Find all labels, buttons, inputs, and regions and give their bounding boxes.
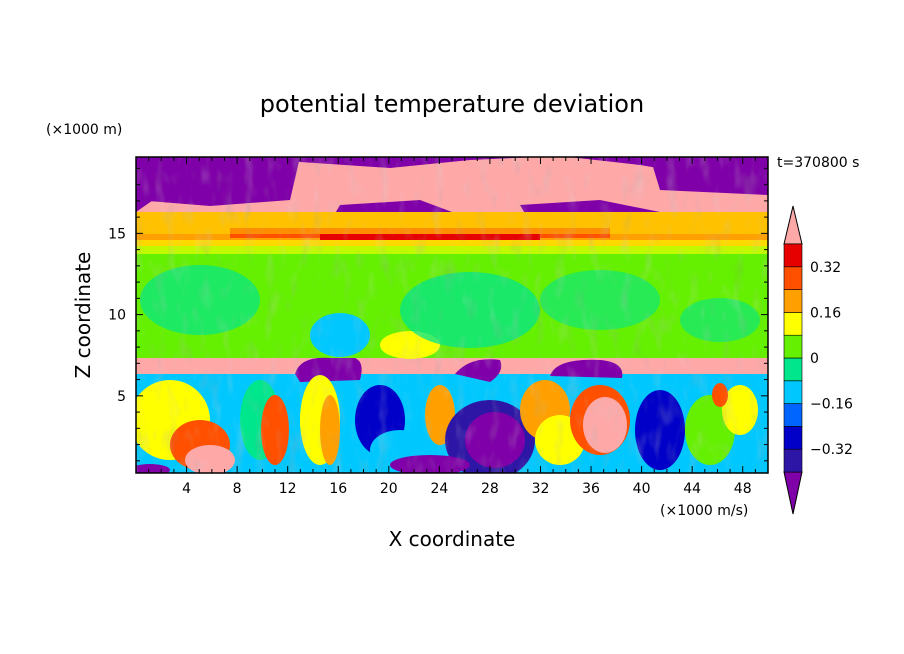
colorbar-tick-label: 0.16 — [810, 305, 841, 321]
colorbar-tick-label: 0 — [810, 351, 819, 367]
y-axis-label: Z coordinate — [71, 252, 95, 379]
x-tick-label: 4 — [182, 481, 191, 497]
x-tick-label: 44 — [683, 481, 701, 497]
colorbar-bin — [783, 448, 803, 473]
colorbar-upper-extension — [783, 205, 803, 245]
colorbar-bin — [783, 426, 803, 450]
x-tick-label: 24 — [430, 481, 448, 497]
x-tick-label: 8 — [233, 481, 242, 497]
colorbar-bin — [783, 334, 803, 359]
x-axis-label: X coordinate — [389, 527, 516, 551]
chart-title: potential temperature deviation — [260, 90, 644, 118]
x-tick-label: 48 — [734, 481, 752, 497]
x-tick-label: 28 — [481, 481, 499, 497]
y-tick-label: 15 — [108, 226, 126, 242]
x-tick-label: 16 — [329, 481, 347, 497]
y-unit-label: (×1000 m) — [46, 122, 122, 138]
y-tick-label: 10 — [108, 308, 126, 324]
y-tick-label: 5 — [117, 389, 126, 405]
x-axis: 4 8 12 16 20 24 28 32 36 40 44 48 — [148, 157, 756, 497]
colorbar-tick-label: −0.32 — [810, 442, 853, 458]
x-tick-label: 20 — [380, 481, 398, 497]
colorbar-bin — [783, 266, 803, 290]
x-tick-label: 36 — [582, 481, 600, 497]
colorbar-bin — [783, 357, 803, 382]
x-tick-label: 12 — [279, 481, 297, 497]
colorbar-lower-extension — [783, 471, 803, 515]
colorbar-tick-label: 0.32 — [810, 260, 841, 276]
colorbar-bin — [783, 289, 803, 313]
colorbar-bin — [783, 243, 803, 268]
x-unit-label: (×1000 m/s) — [660, 503, 748, 519]
colorbar-bin — [783, 380, 803, 404]
colorbar-bin — [783, 403, 803, 427]
colorbar-bin — [783, 312, 803, 336]
colorbar: 0.32 0.16 0 −0.16 −0.32 — [783, 205, 853, 515]
contour-field — [136, 157, 768, 473]
y-axis: 5 10 15 — [108, 167, 768, 462]
colorbar-tick-label: −0.16 — [810, 397, 853, 413]
time-label: t=370800 s — [777, 155, 859, 171]
x-tick-label: 40 — [633, 481, 651, 497]
x-tick-label: 32 — [532, 481, 550, 497]
